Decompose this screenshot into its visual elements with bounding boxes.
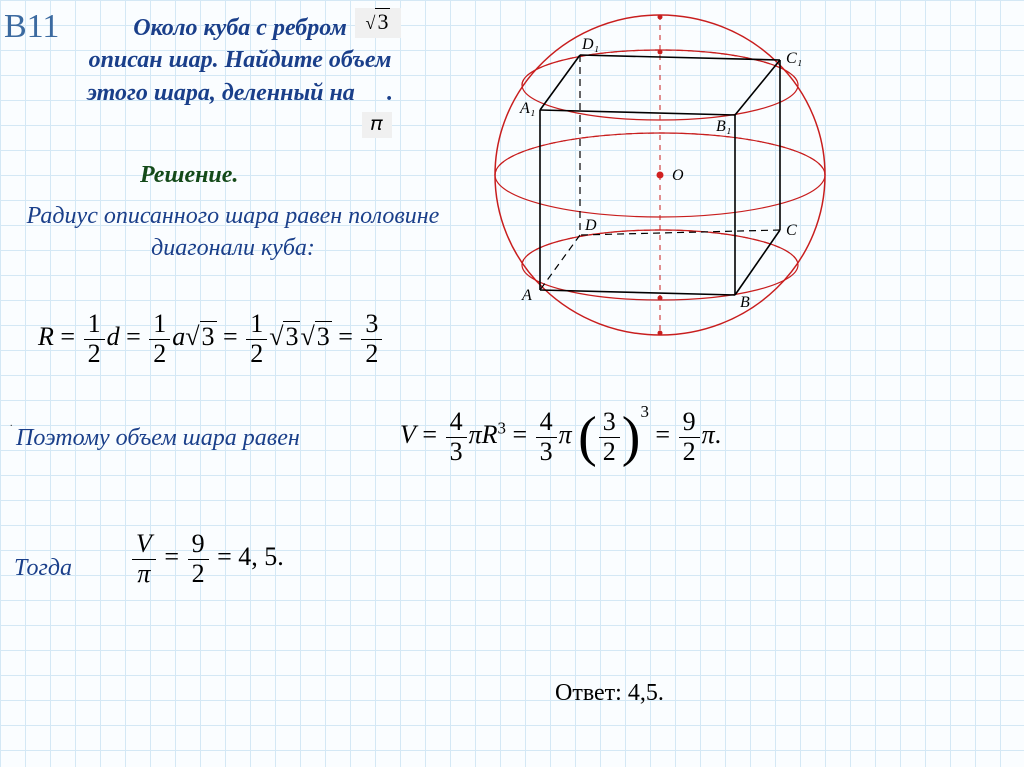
label-A: A [521, 287, 532, 304]
den: 2 [188, 560, 209, 589]
problem-line-3: этого шара, деленный на [87, 80, 355, 106]
cube-sphere-diagram: O A B C D A₁ B₁ C₁ D₁ [460, 5, 860, 345]
den: 2 [246, 340, 267, 369]
volume-text: Поэтому объем шара равен [16, 425, 300, 452]
rad: 3 [315, 321, 332, 351]
rad: 3 [200, 321, 217, 351]
den: 3 [446, 438, 467, 467]
solution-heading: Решение. [140, 162, 238, 189]
num: 4 [536, 408, 557, 438]
num: 1 [84, 310, 105, 340]
pi: π [137, 559, 150, 588]
pi: π [702, 420, 715, 449]
sqrt3-inline: √3 [355, 8, 401, 38]
pi-inline: 𝜋 [362, 112, 392, 138]
num: 9 [679, 408, 700, 438]
var-V: V [400, 420, 416, 449]
num: 3 [361, 310, 382, 340]
exp: 3 [640, 402, 648, 421]
formula-radius: R = 12d = 12a3 = 1233 = 32 [38, 310, 384, 368]
num: 1 [149, 310, 170, 340]
problem-line-2: описан шар. Найдите объем [89, 47, 392, 73]
label-O: O [672, 167, 684, 184]
then-text: Тогда [14, 555, 72, 582]
label-B1: B₁ [716, 118, 731, 135]
label-C: C [786, 222, 797, 239]
label-C1: C₁ [786, 50, 802, 67]
label-D: D [584, 217, 597, 234]
var-a: a [172, 322, 185, 351]
result: 4, 5. [238, 542, 284, 571]
den: 2 [599, 438, 620, 467]
den: 2 [361, 340, 382, 369]
rad: 3 [283, 321, 300, 351]
den: 2 [149, 340, 170, 369]
num: 9 [188, 530, 209, 560]
exp: 3 [497, 418, 505, 437]
pi: π [469, 420, 482, 449]
num: 1 [246, 310, 267, 340]
num: 3 [599, 408, 620, 438]
answer-text: Ответ: 4,5. [555, 680, 664, 707]
var-R: R [482, 420, 498, 449]
var-d: d [107, 322, 120, 351]
problem-line-1: Около куба с ребром [133, 15, 347, 41]
den: 3 [536, 438, 557, 467]
radius-text: Радиус описанного шара равен половине ди… [18, 200, 448, 265]
pi: π [559, 420, 572, 449]
den: 2 [84, 340, 105, 369]
label-A1: A₁ [519, 100, 535, 117]
dot: . [10, 418, 13, 429]
den: 2 [679, 438, 700, 467]
label-B: B [740, 294, 750, 311]
num: 4 [446, 408, 467, 438]
formula-volume: V = 43πR3 = 43π (32)3 = 92π. [400, 408, 721, 466]
var-V: V [136, 529, 152, 558]
var-R: R [38, 322, 54, 351]
problem-line-4: . [387, 80, 393, 106]
label-D1: D₁ [581, 36, 599, 53]
formula-result: Vπ = 92 = 4, 5. [130, 530, 284, 588]
